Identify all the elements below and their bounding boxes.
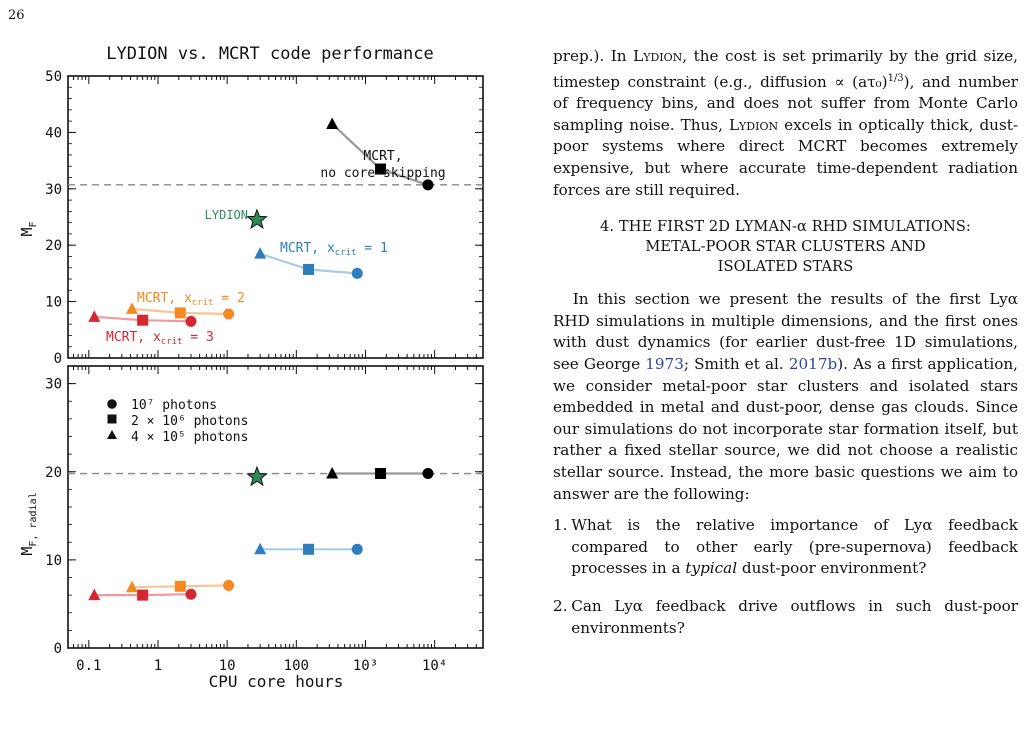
x-tick-label: 10	[219, 658, 236, 674]
legend: 10⁷ photons 2 × 10⁶ photons 4 × 10⁵ phot…	[107, 398, 248, 445]
bottom-ylabel: MF, radial	[18, 492, 39, 555]
y-tick-label: 10	[45, 295, 62, 311]
top-panel-content	[68, 117, 483, 327]
data-point-xcrit2	[223, 308, 235, 320]
data-point-no_core	[375, 163, 387, 175]
data-point-no_core	[326, 117, 339, 129]
data-point-xcrit1	[303, 543, 315, 555]
data-point-xcrit2	[125, 302, 138, 314]
data-point-xcrit3	[185, 588, 197, 600]
paragraph-cost: prep.). In Lydion, the cost is set prima…	[553, 47, 1019, 199]
y-tick-label: 0	[54, 641, 62, 657]
data-point-xcrit3	[137, 314, 149, 326]
page-number: 26	[8, 8, 25, 23]
data-point-lydion	[246, 208, 268, 230]
top-panel-frame	[67, 75, 484, 359]
figure-title: LYDION vs. MCRT code performance	[106, 44, 434, 64]
annotation-mcrt-no-core-2: no core−skipping	[320, 166, 445, 181]
citation-george-1973[interactable]: 1973	[645, 355, 684, 373]
data-point-xcrit1	[351, 543, 363, 555]
data-point-xcrit3	[185, 315, 197, 327]
x-axis-label: CPU core hours	[209, 672, 344, 691]
x-tick-label: 100	[284, 658, 309, 674]
data-point-no_core	[375, 468, 387, 480]
data-point-xcrit2	[174, 580, 186, 592]
legend-triangle-marker	[107, 430, 117, 439]
data-point-no_core	[422, 468, 434, 480]
data-point-xcrit2	[125, 580, 138, 593]
x-tick-label: 10³	[353, 658, 378, 674]
y-tick-label: 50	[45, 69, 62, 85]
y-tick-label: 10	[45, 553, 62, 569]
legend-label-2: 2 × 10⁶ photons	[131, 414, 248, 429]
legend-label-3: 4 × 10⁵ photons	[131, 430, 248, 445]
x-tick-label: 1	[154, 658, 162, 674]
paragraph-intro: In this section we present the results o…	[553, 290, 1018, 503]
data-point-xcrit3	[137, 589, 149, 601]
y-tick-label: 20	[45, 238, 62, 254]
data-point-xcrit1	[351, 267, 363, 279]
performance-figure-svg: LYDION vs. MCRT code performance 0102030…	[18, 44, 484, 691]
bottom-panel-ticks: 0 10 20 30 0.1 1 10 100 10³ 10⁴	[45, 365, 484, 674]
data-point-lydion	[246, 465, 268, 487]
data-point-xcrit3	[88, 310, 101, 322]
y-tick-label: 20	[45, 465, 62, 481]
annotation-xcrit3: MCRT, xcrit = 3	[106, 330, 214, 347]
y-tick-label: 0	[54, 351, 62, 367]
legend-label-1: 10⁷ photons	[131, 398, 217, 413]
y-tick-label: 40	[45, 125, 62, 141]
performance-figure: LYDION vs. MCRT code performance 0 10 20 30…	[0, 34, 520, 734]
data-point-no_core	[326, 467, 339, 479]
list-item: 1. What is the relative importance of Ly…	[553, 516, 1018, 578]
top-panel-ticks: 0 10 20 30 40 50	[45, 69, 484, 367]
citation-smith-2017b[interactable]: 2017b	[788, 355, 838, 373]
data-point-xcrit2	[174, 307, 186, 319]
list-item: 2. Can Lyα feedback drive outflows in su…	[553, 596, 1018, 637]
data-point-no_core	[422, 179, 434, 191]
annotation-xcrit2: MCRT, xcrit = 2	[137, 291, 245, 308]
x-tick-label: 0.1	[76, 658, 101, 674]
annotation-xcrit1: MCRT, xcrit = 1	[280, 241, 388, 258]
bottom-panel-content	[68, 465, 483, 601]
legend-circle-marker	[107, 399, 117, 409]
y-tick-label: 30	[45, 377, 62, 393]
data-point-xcrit1	[254, 542, 267, 555]
x-tick-label: 10⁴	[422, 658, 447, 674]
data-point-xcrit1	[303, 263, 315, 275]
data-point-xcrit1	[254, 247, 267, 259]
y-tick-label: 30	[45, 182, 62, 198]
annotation-lydion: LYDION	[205, 208, 248, 222]
top-ylabel: MF	[18, 221, 39, 236]
data-point-xcrit3	[88, 588, 101, 601]
legend-square-marker	[107, 414, 117, 424]
annotation-mcrt-no-core-1: MCRT,	[363, 149, 402, 164]
section-heading: 4. THE FIRST 2D LYMAN-α RHD SIMULATIONS:…	[600, 218, 971, 276]
body-text-column: prep.). In Lydion, the cost is set prima…	[553, 46, 1018, 639]
data-point-xcrit2	[223, 579, 235, 591]
